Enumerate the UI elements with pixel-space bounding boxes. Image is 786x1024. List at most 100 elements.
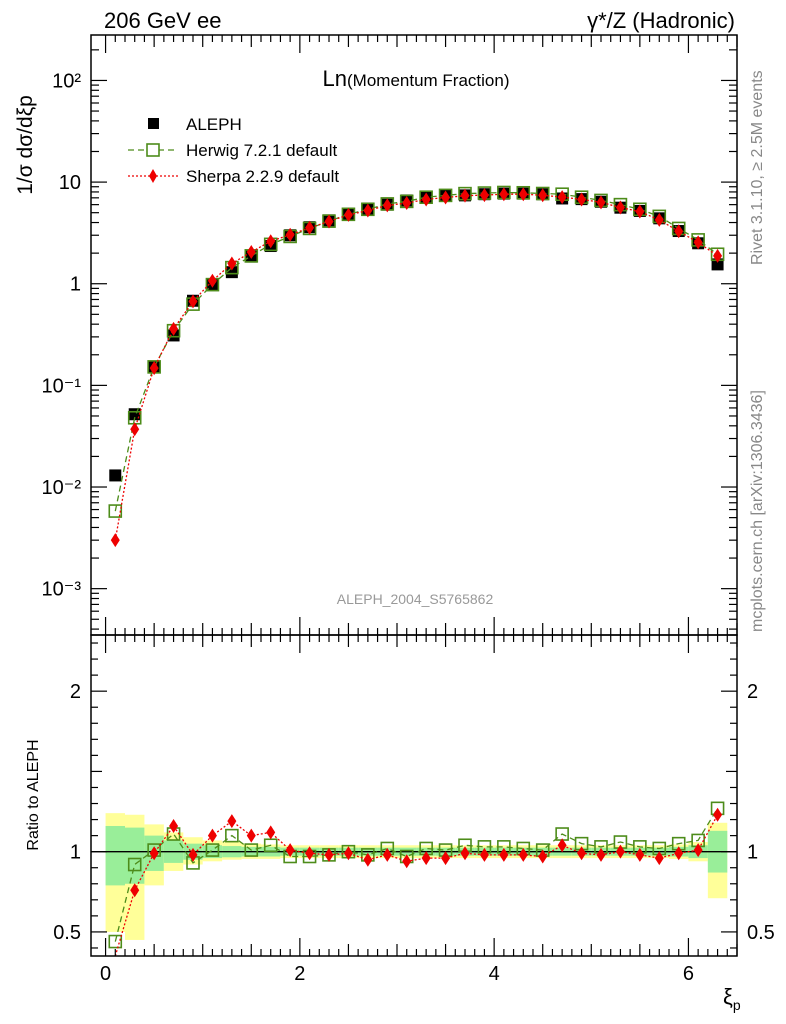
- ratio-sherpa-point: [615, 844, 625, 859]
- main-sherpa-point: [635, 204, 645, 219]
- ratio-sherpa-line: [114, 814, 719, 957]
- ratio-sherpa-point: [518, 847, 528, 862]
- main-sherpa-point: [402, 196, 412, 211]
- main-sherpa-point: [596, 195, 606, 210]
- ratio-sherpa-point: [674, 846, 684, 861]
- main-series-layer: [108, 185, 725, 548]
- ratio-sherpa-point: [188, 847, 198, 862]
- ratio-sherpa-point: [343, 846, 353, 861]
- ratio-sherpa-point: [596, 847, 606, 862]
- header-left-label: 206 GeV ee: [104, 8, 221, 33]
- main-sherpa-point: [343, 207, 353, 222]
- ratio-sherpa-point: [227, 814, 237, 829]
- main-sherpa-point: [149, 361, 159, 376]
- ratio-y-tick-label: 0.5: [53, 922, 81, 944]
- ratio-sherpa-point: [382, 847, 392, 862]
- main-sherpa-point: [479, 188, 489, 203]
- ratio-sherpa-point: [499, 847, 509, 862]
- ratio-herwig-point: [127, 857, 142, 872]
- main-y-tick-label: 10: [59, 172, 81, 194]
- x-tick-label: 6: [683, 963, 694, 985]
- side-label-bottom: mcplots.cern.ch [arXiv:1306.3436]: [749, 390, 766, 632]
- main-y-tick-label: 10⁻¹: [42, 375, 82, 397]
- ratio-x-ticks: 0 2 4 6: [100, 635, 738, 985]
- main-sherpa-line: [114, 193, 718, 541]
- main-sherpa-point: [615, 200, 625, 215]
- main-sherpa-point: [499, 187, 509, 202]
- ratio-herwig-point: [205, 843, 220, 857]
- ratio-panel: 0.5 0.5 1 1 2 2 0 2 4 6 Ratio to ALEPH ξp: [25, 634, 775, 1013]
- watermark: ALEPH_2004_S5765862: [337, 591, 494, 607]
- legend-marker-aleph: [148, 118, 159, 129]
- ratio-herwig-point: [108, 934, 123, 949]
- ratio-sherpa-point: [441, 851, 451, 866]
- main-y-tick-label: 10⁻³: [42, 579, 82, 601]
- main-herwig-point: [108, 504, 123, 518]
- main-sherpa-point: [207, 273, 217, 288]
- ratio-y-tick-label-right: 2: [747, 681, 758, 703]
- ratio-sherpa-point: [324, 847, 334, 862]
- ratio-y-axis-label: Ratio to ALEPH: [25, 739, 42, 850]
- ratio-y-tick-label-right: 1: [747, 842, 758, 864]
- ratio-sherpa-point: [266, 825, 276, 840]
- main-title-main: Ln: [323, 66, 347, 91]
- main-sherpa-point: [285, 227, 295, 242]
- main-y-tick-label: 1: [70, 274, 81, 296]
- ratio-frame: [90, 634, 738, 957]
- main-herwig-line: [114, 191, 718, 512]
- ratio-y-tick-label-right: 0.5: [747, 922, 775, 944]
- ratio-sherpa-point: [635, 847, 645, 862]
- ratio-sherpa-point: [713, 807, 723, 822]
- main-sherpa-point: [674, 224, 684, 239]
- legend: ALEPH Herwig 7.2.1 default Sherpa 2.2.9 …: [128, 115, 339, 186]
- main-aleph-point: [109, 469, 122, 482]
- main-title: Ln(Momentum Fraction): [323, 66, 510, 91]
- main-sherpa-point: [538, 188, 548, 203]
- ratio-sherpa-point: [479, 847, 489, 862]
- main-sherpa-point: [363, 203, 373, 218]
- ratio-sherpa-point: [693, 843, 703, 858]
- ratio-sherpa-point: [421, 851, 431, 866]
- main-aleph-point: [711, 258, 724, 271]
- ratio-sherpa-point: [557, 838, 567, 853]
- legend-label-sherpa: Sherpa 2.2.9 default: [186, 167, 339, 186]
- header-right-label: γ*/Z (Hadronic): [587, 8, 735, 33]
- ratio-herwig-point: [244, 843, 259, 857]
- main-sherpa-point: [654, 212, 664, 227]
- ratio-sherpa-point: [169, 818, 179, 833]
- x-tick-label: 2: [294, 963, 305, 985]
- main-sherpa-point: [441, 190, 451, 205]
- ratio-inner-band: [105, 825, 125, 886]
- ratio-sherpa-point: [577, 846, 587, 861]
- ratio-sherpa-point: [246, 828, 256, 843]
- ratio-y-tick-label: 1: [70, 842, 81, 864]
- ratio-series-layer: [108, 801, 725, 957]
- ratio-sherpa-point: [460, 846, 470, 861]
- main-aleph-point: [225, 266, 238, 279]
- ratio-y-tick-label: 2: [70, 681, 81, 703]
- legend-label-aleph: ALEPH: [186, 115, 242, 134]
- main-y-tick-label: 10²: [52, 70, 81, 92]
- main-sherpa-point: [130, 422, 140, 437]
- main-panel: 10⁻³ 10⁻² 10⁻¹ 1 10 10² Ln(Momentum Fraction)…: [14, 34, 738, 636]
- ratio-y-ticks: 0.5 0.5 1 1 2 2: [53, 642, 775, 949]
- main-y-ticks: 10⁻³ 10⁻² 10⁻¹ 1 10 10²: [42, 49, 737, 630]
- main-sherpa-point: [518, 187, 528, 202]
- main-sherpa-point: [305, 220, 315, 235]
- main-sherpa-point: [577, 192, 587, 207]
- legend-label-herwig: Herwig 7.2.1 default: [186, 141, 337, 160]
- main-sherpa-point: [460, 188, 470, 203]
- x-tick-label: 0: [100, 963, 111, 985]
- legend-marker-herwig: [146, 143, 160, 157]
- x-tick-label: 4: [489, 963, 500, 985]
- legend-marker-sherpa: [149, 169, 157, 183]
- ratio-sherpa-point: [363, 852, 373, 867]
- main-sherpa-point: [421, 192, 431, 207]
- ratio-sherpa-point: [285, 843, 295, 858]
- main-sherpa-point: [110, 533, 120, 548]
- main-sherpa-point: [227, 256, 237, 271]
- main-sherpa-point: [246, 245, 256, 260]
- ratio-uncertainty-bands: [105, 813, 728, 940]
- ratio-herwig-point: [225, 828, 239, 843]
